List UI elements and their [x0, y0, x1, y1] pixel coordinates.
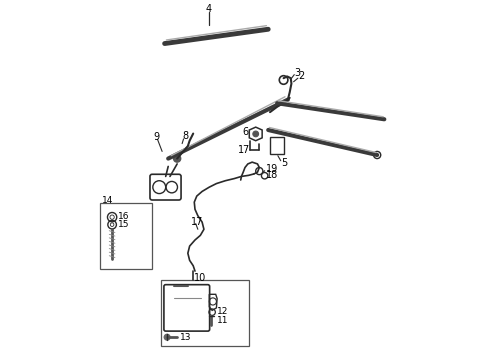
Text: 14: 14 — [102, 196, 114, 205]
Bar — [270, 137, 284, 154]
Text: 12: 12 — [217, 307, 228, 316]
Bar — [161, 280, 248, 346]
Text: 15: 15 — [118, 220, 130, 229]
Text: 5: 5 — [281, 158, 288, 168]
Text: 6: 6 — [243, 127, 248, 137]
Text: 17: 17 — [192, 217, 204, 227]
Text: 16: 16 — [118, 212, 130, 221]
Circle shape — [253, 131, 259, 137]
Circle shape — [164, 334, 170, 340]
Text: 13: 13 — [180, 333, 192, 342]
Text: 7: 7 — [243, 145, 249, 155]
Text: 1: 1 — [238, 145, 244, 155]
Text: 11: 11 — [217, 316, 229, 325]
Circle shape — [173, 155, 181, 162]
Text: 2: 2 — [298, 71, 304, 81]
Text: 19: 19 — [266, 163, 278, 174]
Text: 18: 18 — [266, 170, 278, 180]
Text: 10: 10 — [194, 273, 206, 283]
Bar — [100, 203, 152, 269]
Text: 3: 3 — [294, 68, 300, 78]
Text: 8: 8 — [182, 131, 189, 141]
Text: 9: 9 — [153, 132, 160, 142]
Text: 4: 4 — [205, 4, 212, 14]
